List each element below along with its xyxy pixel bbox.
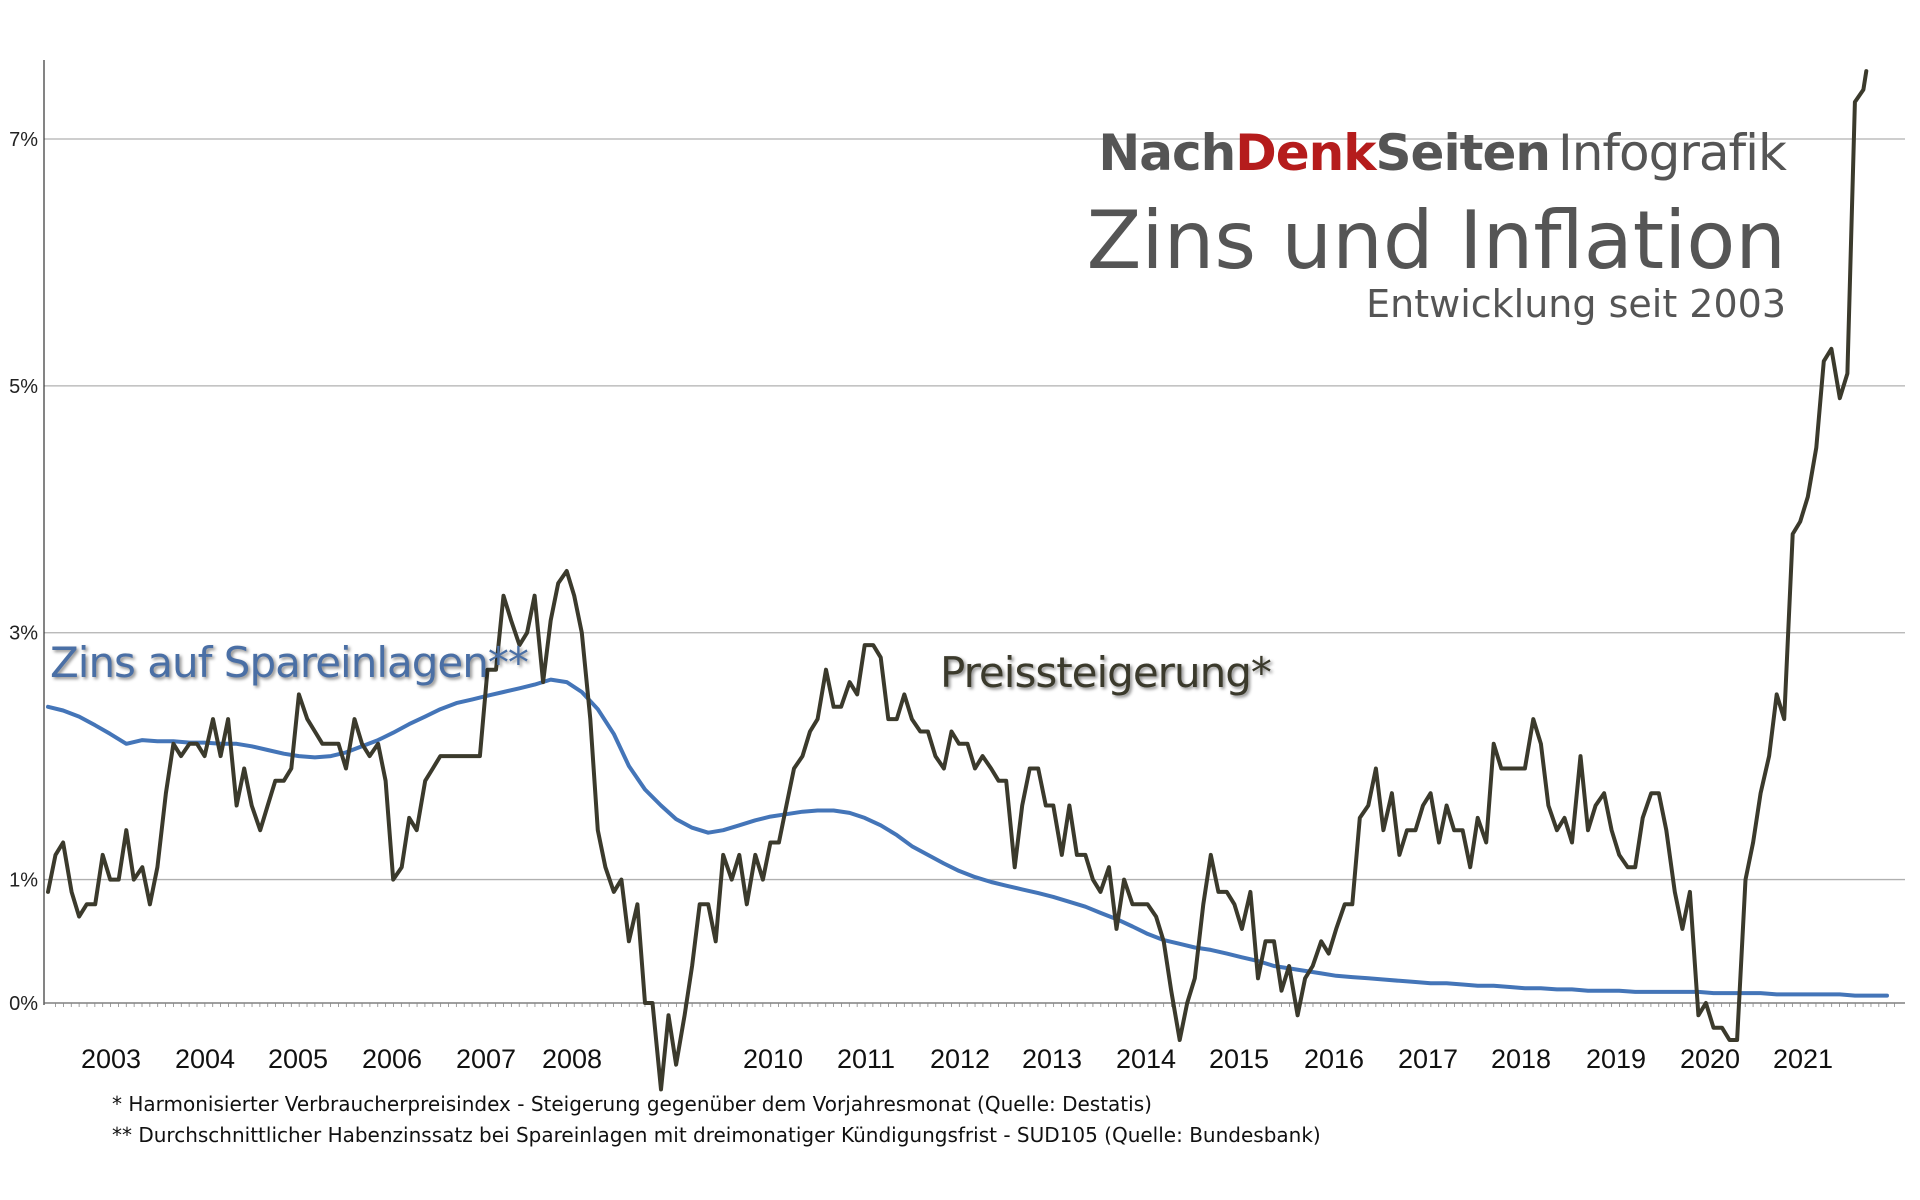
- y-tick-label: 5%: [9, 376, 38, 398]
- x-tick-label: 2021: [1773, 1044, 1833, 1074]
- brand-suffix: Infografik: [1557, 124, 1787, 182]
- brand-part-3: Seiten: [1375, 124, 1551, 182]
- x-tick-label: 2007: [456, 1044, 516, 1074]
- x-tick-label: 2019: [1586, 1044, 1646, 1074]
- y-tick-label: 7%: [9, 129, 38, 151]
- x-tick-label: 2010: [743, 1044, 803, 1074]
- grid-lines: [44, 138, 1905, 881]
- y-tick-label: 1%: [9, 870, 38, 892]
- x-tick-label: 2006: [362, 1044, 422, 1074]
- x-tick-label: 2005: [268, 1044, 328, 1074]
- series-line-preis: [46, 69, 1869, 1092]
- x-tick-label: 2011: [837, 1044, 895, 1074]
- x-tick-label: 2014: [1116, 1044, 1176, 1074]
- y-tick-label: 3%: [9, 623, 38, 645]
- chart-title: Zins und Inflation: [1086, 194, 1786, 287]
- x-tick-label: 2015: [1209, 1044, 1269, 1074]
- chart-subtitle: Entwicklung seit 2003: [1366, 282, 1786, 326]
- brand-logo: NachDenkSeiten Infografik: [1098, 124, 1787, 182]
- y-axis-tick-labels: 0% 1% 3% 5% 7%: [9, 129, 38, 1015]
- x-tick-label: 2004: [175, 1044, 235, 1074]
- series-label-zins: Zins auf Spareinlagen**: [50, 638, 529, 687]
- x-tick-label: 2017: [1398, 1044, 1458, 1074]
- x-tick-label: 2020: [1680, 1044, 1740, 1074]
- series-line-zins: [46, 677, 1889, 998]
- footnote-interest-source: ** Durchschnittlicher Habenzinssatz bei …: [112, 1123, 1321, 1147]
- x-tick-label: 2016: [1304, 1044, 1364, 1074]
- series-label-preis: Preissteigerung*: [940, 648, 1272, 697]
- x-tick-label: 2013: [1022, 1044, 1082, 1074]
- x-tick-label: 2003: [81, 1044, 141, 1074]
- x-tick-label: 2008: [542, 1044, 602, 1074]
- axes: [43, 60, 1905, 1007]
- x-tick-label: 2018: [1491, 1044, 1551, 1074]
- y-tick-label: 0%: [9, 993, 38, 1015]
- data-series: [46, 69, 1889, 1092]
- brand-part-2: Denk: [1235, 124, 1376, 182]
- x-tick-label: 2012: [930, 1044, 990, 1074]
- footnote-inflation-source: * Harmonisierter Verbraucherpreisindex -…: [112, 1092, 1152, 1116]
- x-axis-tick-labels: 2003 2004 2005 2006 2007 2008 2010 2011 2012 2013…: [81, 1044, 1833, 1074]
- brand-part-1: Nach: [1098, 124, 1236, 182]
